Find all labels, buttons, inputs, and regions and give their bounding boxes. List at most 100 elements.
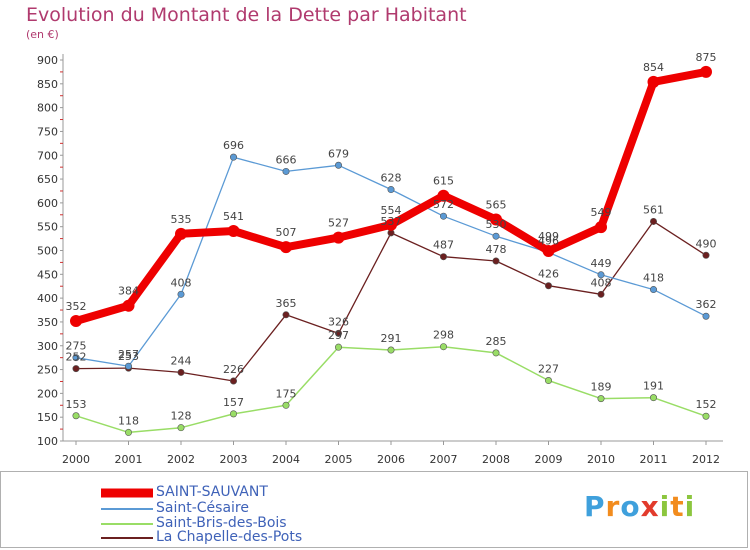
data-label: 128: [171, 410, 192, 423]
chart-points: [70, 65, 712, 436]
data-point: [387, 186, 395, 194]
data-point: [544, 377, 552, 385]
data-point: [230, 377, 238, 385]
data-point: [334, 343, 342, 351]
data-point: [492, 232, 500, 240]
y-tick-label: 750: [37, 125, 58, 138]
data-label: 297: [328, 329, 349, 342]
data-label: 875: [696, 51, 717, 64]
legend-swatch: [101, 537, 153, 539]
chart-lines: [74, 67, 707, 434]
data-point: [175, 227, 187, 240]
data-point: [227, 224, 240, 237]
y-tick-label: 850: [37, 78, 58, 91]
data-point: [282, 167, 290, 175]
chart-data-labels: 252 253 244 226 365 326 537 487 478 426 408 561 490 1…: [66, 51, 717, 428]
y-tick-label: 600: [37, 197, 58, 210]
data-label: 384: [118, 285, 139, 298]
data-point: [334, 329, 342, 337]
x-tick-label: 2001: [115, 453, 143, 466]
legend-label: Saint-Bris-des-Bois: [156, 515, 287, 531]
data-point: [595, 221, 607, 234]
y-tick-label: 450: [37, 268, 58, 281]
data-point: [649, 217, 657, 225]
data-label: 527: [328, 217, 349, 230]
x-tick-label: 2007: [430, 453, 458, 466]
y-tick-label: 400: [37, 292, 58, 305]
data-point: [649, 394, 657, 402]
data-label: 854: [643, 61, 664, 74]
data-point: [544, 282, 552, 290]
data-point: [125, 362, 133, 370]
data-label: 490: [696, 237, 717, 250]
data-label: 549: [591, 206, 612, 219]
data-label: 679: [328, 147, 349, 160]
legend-swatch: [101, 508, 153, 510]
data-label: 487: [433, 239, 454, 252]
legend: SAINT-SAUVANT Saint-Césaire Saint-Bris-d…: [0, 471, 748, 548]
data-point: [230, 153, 238, 161]
data-label: 285: [486, 335, 507, 348]
data-point: [282, 401, 290, 409]
data-point: [647, 75, 660, 88]
logo-letter: P: [584, 490, 606, 523]
data-point: [122, 299, 135, 312]
x-tick-label: 2008: [482, 453, 510, 466]
data-point: [542, 244, 555, 257]
data-point: [439, 212, 447, 220]
y-tick-label: 700: [37, 149, 58, 162]
data-label: 362: [696, 298, 717, 311]
x-tick-label: 2003: [220, 453, 248, 466]
data-point: [702, 312, 710, 320]
logo-letter: x: [640, 490, 660, 523]
y-tick-label: 500: [37, 245, 58, 258]
data-label: 615: [433, 175, 454, 188]
data-label: 696: [223, 139, 244, 152]
logo-letter: t: [670, 490, 685, 523]
logo-letter: o: [620, 490, 641, 523]
data-label: 572: [433, 198, 454, 211]
data-point: [597, 395, 605, 403]
data-label: 291: [381, 332, 402, 345]
data-label: 628: [381, 172, 402, 185]
x-tick-label: 2004: [272, 453, 300, 466]
data-point: [72, 365, 80, 373]
data-label: 565: [486, 199, 507, 212]
data-point: [492, 349, 500, 357]
chart-unit-label: (en €): [26, 28, 59, 41]
data-label: 175: [276, 387, 297, 400]
legend-label: Saint-Césaire: [156, 500, 249, 516]
data-label: 365: [276, 297, 297, 310]
data-point: [649, 286, 657, 294]
data-point: [437, 189, 450, 202]
data-label: 499: [538, 230, 559, 243]
x-tick-label: 2002: [167, 453, 195, 466]
x-tick-label: 2009: [535, 453, 563, 466]
logo-letter: r: [605, 490, 621, 523]
data-point: [387, 346, 395, 354]
data-point: [702, 251, 710, 259]
data-point: [597, 271, 605, 279]
data-point: [332, 231, 345, 244]
data-label: 352: [66, 300, 87, 313]
data-label: 153: [66, 398, 87, 411]
data-label: 478: [486, 243, 507, 256]
legend-swatch: [101, 523, 153, 525]
data-label: 326: [328, 315, 349, 328]
data-label: 666: [276, 153, 297, 166]
y-tick-label: 250: [37, 364, 58, 377]
data-label: 152: [696, 398, 717, 411]
data-label: 244: [171, 354, 192, 367]
proxiti-logo: Proxiti: [584, 490, 695, 523]
data-label: 561: [643, 203, 664, 216]
data-label: 408: [591, 276, 612, 289]
data-label: 189: [591, 381, 612, 394]
y-tick-label: 300: [37, 340, 58, 353]
line-chart: 100 150 200 250 300 350 400 450 500 550 600 650 700 7…: [37, 51, 723, 466]
data-label: 298: [433, 329, 454, 342]
data-label: 507: [276, 226, 297, 239]
data-point: [439, 253, 447, 261]
data-point: [385, 218, 397, 231]
x-tick-label: 2010: [587, 453, 615, 466]
y-tick-label: 800: [37, 102, 58, 115]
